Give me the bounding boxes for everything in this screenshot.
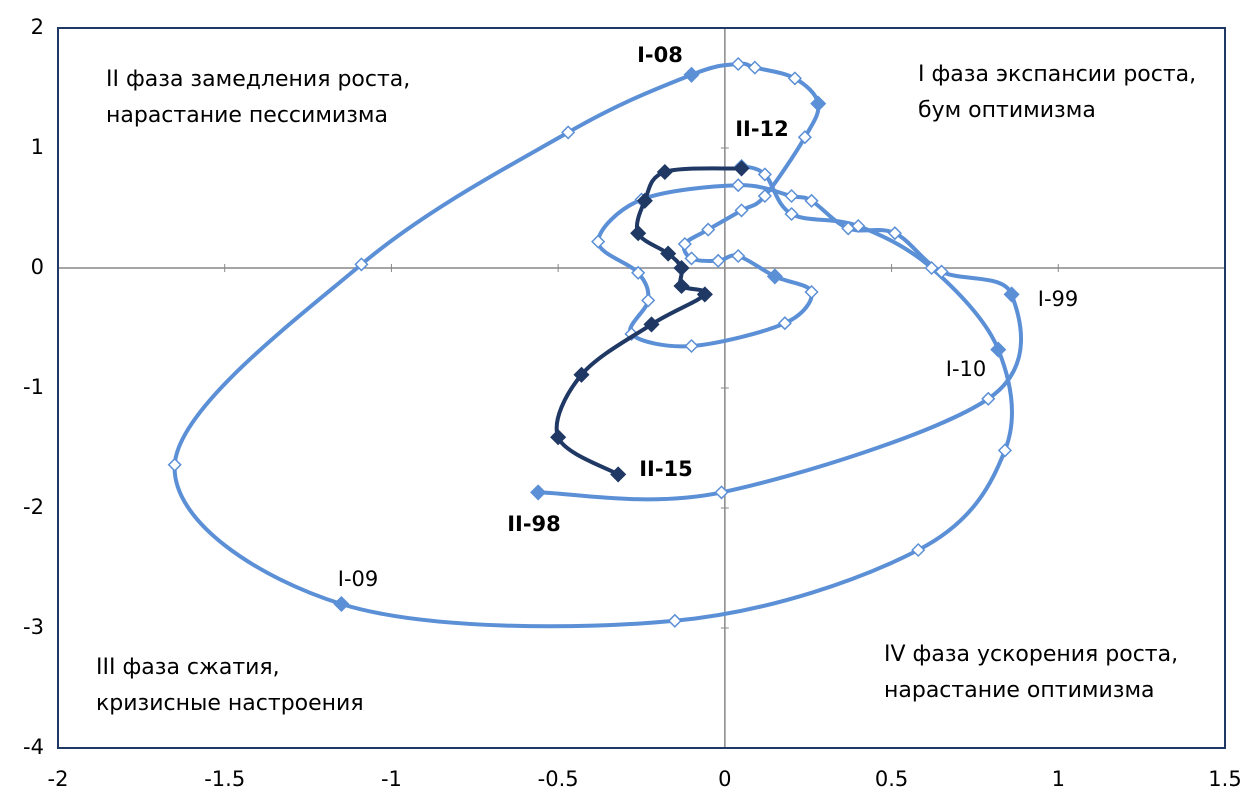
point-label: II-98: [507, 512, 561, 536]
quadrant-label: I фаза экспансии роста,: [918, 62, 1196, 87]
point-label: I-09: [338, 567, 379, 591]
data-point: [784, 188, 799, 204]
data-point: [573, 366, 590, 383]
quadrant-label: III фаза сжатия,: [96, 655, 280, 680]
x-tick-label: 0: [718, 767, 731, 791]
data-point: [887, 226, 902, 241]
data-point: [731, 56, 746, 72]
data-point: [610, 466, 627, 483]
plot-frame: [57, 27, 1226, 749]
data-point: [733, 160, 750, 177]
y-tick-label: 1: [31, 135, 44, 159]
point-label: I-08: [637, 43, 683, 67]
data-point: [684, 338, 699, 354]
y-tick-label: -3: [23, 615, 44, 639]
quadrant-label: IV фаза ускорения роста,: [884, 642, 1178, 667]
data-point: [810, 95, 827, 112]
data-point: [714, 485, 729, 500]
x-tick-label: -0.5: [538, 767, 579, 791]
point-label: II-15: [639, 457, 693, 481]
data-point: [990, 341, 1007, 358]
data-point: [934, 264, 949, 279]
x-tick-label: -2: [48, 767, 69, 791]
data-point: [797, 130, 812, 145]
data-point: [630, 225, 647, 242]
y-tick-label: -4: [23, 735, 44, 759]
data-point: [701, 222, 716, 237]
data-point: [787, 71, 802, 86]
data-point: [660, 245, 677, 262]
data-point: [550, 429, 567, 446]
x-tick-label: 1: [1052, 767, 1065, 791]
data-point: [757, 188, 772, 204]
data-point: [851, 218, 866, 234]
data-point: [631, 265, 646, 280]
data-point: [784, 206, 799, 222]
x-tick-label: 1.5: [1208, 767, 1241, 791]
data-point: [731, 248, 746, 264]
data-point: [591, 234, 606, 249]
x-tick-label: -1: [381, 767, 402, 791]
data-point: [673, 259, 690, 277]
data-point: [734, 203, 749, 218]
y-tick-label: 0: [31, 255, 44, 279]
quadrant-label: кризисные настроения: [96, 691, 364, 716]
quadrant-label: нарастание оптимизма: [884, 678, 1155, 703]
y-tick-label: 2: [31, 15, 44, 39]
data-point: [924, 260, 939, 276]
data-point: [804, 193, 819, 208]
data-point: [997, 443, 1013, 458]
data-point: [167, 457, 182, 472]
data-point: [656, 163, 673, 181]
quadrant-label: II фаза замедления роста,: [106, 67, 410, 92]
data-point: [711, 253, 726, 268]
series-line: [172, 61, 1023, 629]
x-tick-label: 0.5: [875, 767, 908, 791]
point-label: I-99: [1038, 287, 1079, 311]
data-point: [643, 316, 660, 333]
data-point: [333, 595, 350, 613]
data-point: [530, 484, 547, 501]
data-point: [696, 286, 713, 303]
y-tick-label: -2: [23, 495, 44, 519]
data-point: [757, 167, 772, 182]
point-label: I-10: [946, 357, 987, 381]
data-point: [766, 268, 783, 285]
y-tick-label: -1: [23, 375, 44, 399]
data-point: [777, 316, 792, 331]
data-point: [561, 125, 576, 140]
data-point: [677, 236, 692, 252]
quadrant-label: бум оптимизма: [918, 98, 1096, 123]
data-point: [747, 60, 762, 75]
data-point: [683, 66, 700, 83]
data-point: [981, 391, 996, 406]
data-point: [354, 257, 369, 272]
point-label: II-12: [735, 117, 789, 141]
data-point: [636, 192, 653, 209]
data-point: [1003, 286, 1020, 303]
data-point: [667, 613, 682, 628]
data-point: [804, 284, 819, 300]
x-tick-label: -1.5: [204, 767, 245, 791]
data-point: [673, 277, 690, 295]
data-point: [731, 178, 746, 193]
data-point: [641, 293, 656, 308]
data-point: [911, 542, 926, 558]
quadrant-label: нарастание пессимизма: [106, 103, 388, 128]
data-point: [684, 251, 699, 266]
